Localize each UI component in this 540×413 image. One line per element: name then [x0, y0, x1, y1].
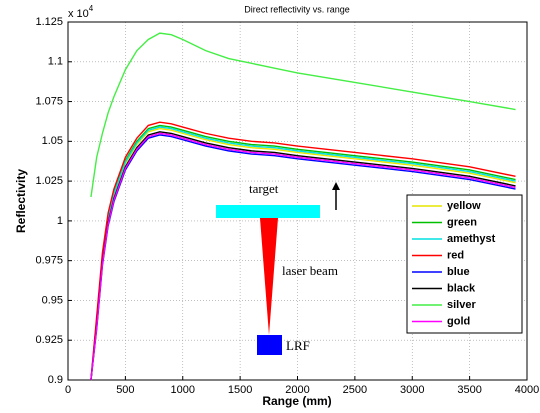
y-tick-label: 0.9	[48, 374, 63, 386]
legend-label: gold	[447, 315, 470, 327]
y-tick-label: 0.975	[35, 255, 63, 267]
y-tick-label: 0.925	[35, 334, 63, 346]
annotation: target	[249, 181, 279, 196]
x-tick-label: 2500	[343, 384, 367, 396]
legend-label: green	[447, 216, 477, 228]
x-tick-label: 3000	[400, 384, 424, 396]
legend-label: amethyst	[447, 233, 496, 245]
x-tick-label: 0	[65, 384, 71, 396]
legend-label: yellow	[447, 200, 481, 212]
x-tick-label: 3500	[457, 384, 481, 396]
y-tick-label: 1.125	[35, 16, 63, 28]
chart-title: Direct reflectivity vs. range	[244, 4, 350, 14]
series-line	[90, 32, 516, 198]
arrow-head	[332, 182, 340, 190]
legend-label: red	[447, 249, 464, 261]
series-line	[90, 121, 516, 381]
legend-box	[406, 194, 523, 334]
legend: yellow green amethyst red blue black silver gol…	[406, 194, 523, 334]
x-axis-label: Range (mm)	[262, 394, 331, 408]
x-tick-label: 4000	[515, 384, 539, 396]
x-tick-label: 1000	[171, 384, 195, 396]
lrf-box	[257, 335, 282, 355]
y-axis-label: Reflectivity	[14, 169, 28, 233]
x-tick-label: 1500	[228, 384, 252, 396]
y-multiplier: x 104	[68, 4, 94, 20]
series-line	[90, 132, 516, 381]
series-line	[90, 126, 516, 381]
y-tick-label: 1.1	[48, 56, 63, 68]
plot-area: 0.9 0.925 0.95 0.975 1 1.025 1.05 1.075 1.1 1.125…	[35, 16, 539, 396]
y-multiplier-base: x 10	[68, 8, 89, 20]
y-tick-label: 1.05	[42, 135, 63, 147]
y-tick-label: 0.95	[42, 294, 63, 306]
y-tick-label: 1	[57, 215, 63, 227]
axes-frame	[67, 21, 528, 381]
x-tick-label: 500	[116, 384, 134, 396]
y-multiplier-exponent: 4	[89, 4, 94, 13]
target-bar	[216, 205, 320, 218]
y-tick-label: 1.075	[35, 95, 63, 107]
laser-beam	[260, 218, 278, 335]
x-tick-label: 2000	[285, 384, 309, 396]
legend-label: silver	[447, 299, 476, 311]
legend-label: blue	[447, 266, 470, 278]
legend-label: black	[447, 282, 476, 294]
y-tick-label: 1.025	[35, 175, 63, 187]
annotation: LRF	[286, 338, 310, 353]
annotation: laser beam	[282, 263, 338, 278]
